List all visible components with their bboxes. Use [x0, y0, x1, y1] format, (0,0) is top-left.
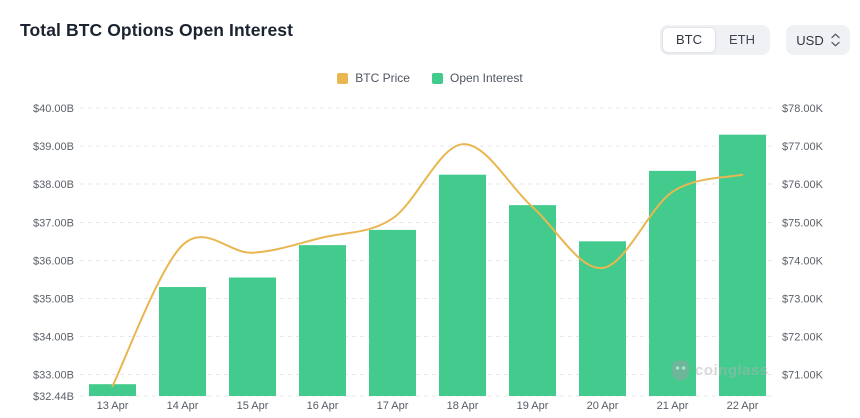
y-axis-label-left: $39.00B — [33, 141, 74, 153]
legend-item-open-interest[interactable]: Open Interest — [431, 71, 523, 85]
legend-label: BTC Price — [355, 71, 410, 85]
y-axis-label-left: $37.00B — [33, 217, 74, 229]
y-axis-label-right: $74.00K — [782, 255, 824, 267]
y-axis-label-left: $32.44B — [33, 391, 74, 403]
bar-open-interest-20-apr[interactable] — [579, 241, 626, 396]
y-axis-label-right: $77.00K — [782, 141, 824, 153]
bar-open-interest-17-apr[interactable] — [369, 229, 416, 396]
asset-toggle: BTC ETH — [660, 25, 770, 55]
legend-item-btc-price[interactable]: BTC Price — [337, 71, 410, 85]
bar-open-interest-18-apr[interactable] — [439, 174, 486, 396]
y-axis-label-right: $71.00K — [782, 370, 824, 382]
currency-select[interactable]: USD — [786, 25, 850, 55]
x-axis-label: 21 Apr — [657, 400, 689, 412]
y-axis-label-right: $76.00K — [782, 179, 824, 191]
bar-open-interest-15-apr[interactable] — [229, 277, 276, 396]
open-interest-swatch — [431, 72, 443, 84]
x-axis-label: 16 Apr — [307, 400, 339, 412]
bar-open-interest-21-apr[interactable] — [649, 170, 696, 396]
y-axis-label-left: $35.00B — [33, 293, 74, 305]
x-axis-label: 20 Apr — [587, 400, 619, 412]
y-axis-label-right: $78.00K — [782, 103, 824, 115]
bar-open-interest-19-apr[interactable] — [509, 205, 556, 396]
chart-header: Total BTC Options Open Interest BTC ETH … — [0, 0, 860, 60]
legend-label: Open Interest — [449, 71, 523, 85]
x-axis-label: 19 Apr — [517, 400, 549, 412]
y-axis-label-left: $34.00B — [33, 332, 74, 344]
y-axis-label-right: $75.00K — [782, 217, 824, 229]
y-axis-label-right: $72.00K — [782, 332, 824, 344]
x-axis-label: 15 Apr — [237, 400, 269, 412]
x-axis-label: 14 Apr — [167, 400, 199, 412]
y-axis-label-left: $38.00B — [33, 179, 74, 191]
btc-price-line — [111, 143, 744, 388]
x-axis-label: 13 Apr — [97, 400, 129, 412]
x-axis-label: 17 Apr — [377, 400, 409, 412]
currency-select-value: USD — [796, 32, 824, 48]
x-axis-label: 18 Apr — [447, 400, 479, 412]
bar-open-interest-16-apr[interactable] — [299, 245, 346, 396]
page-title: Total BTC Options Open Interest — [20, 20, 294, 40]
y-axis-label-left: $33.00B — [33, 370, 74, 382]
toggle-btc[interactable]: BTC — [662, 27, 716, 53]
bar-open-interest-14-apr[interactable] — [159, 287, 206, 396]
toggle-eth[interactable]: ETH — [716, 27, 768, 53]
unfold-chevron-icon — [831, 33, 840, 47]
header-controls: BTC ETH USD — [660, 25, 850, 55]
y-axis-label-left: $40.00B — [33, 103, 74, 115]
bar-open-interest-13-apr[interactable] — [89, 384, 136, 396]
y-axis-label-left: $36.00B — [33, 255, 74, 267]
y-axis-label-right: $73.00K — [782, 293, 824, 305]
legend: BTC Price Open Interest — [0, 71, 860, 85]
x-axis-label: 22 Apr — [727, 400, 759, 412]
bar-open-interest-22-apr[interactable] — [719, 134, 766, 396]
btc-price-swatch — [337, 72, 349, 84]
